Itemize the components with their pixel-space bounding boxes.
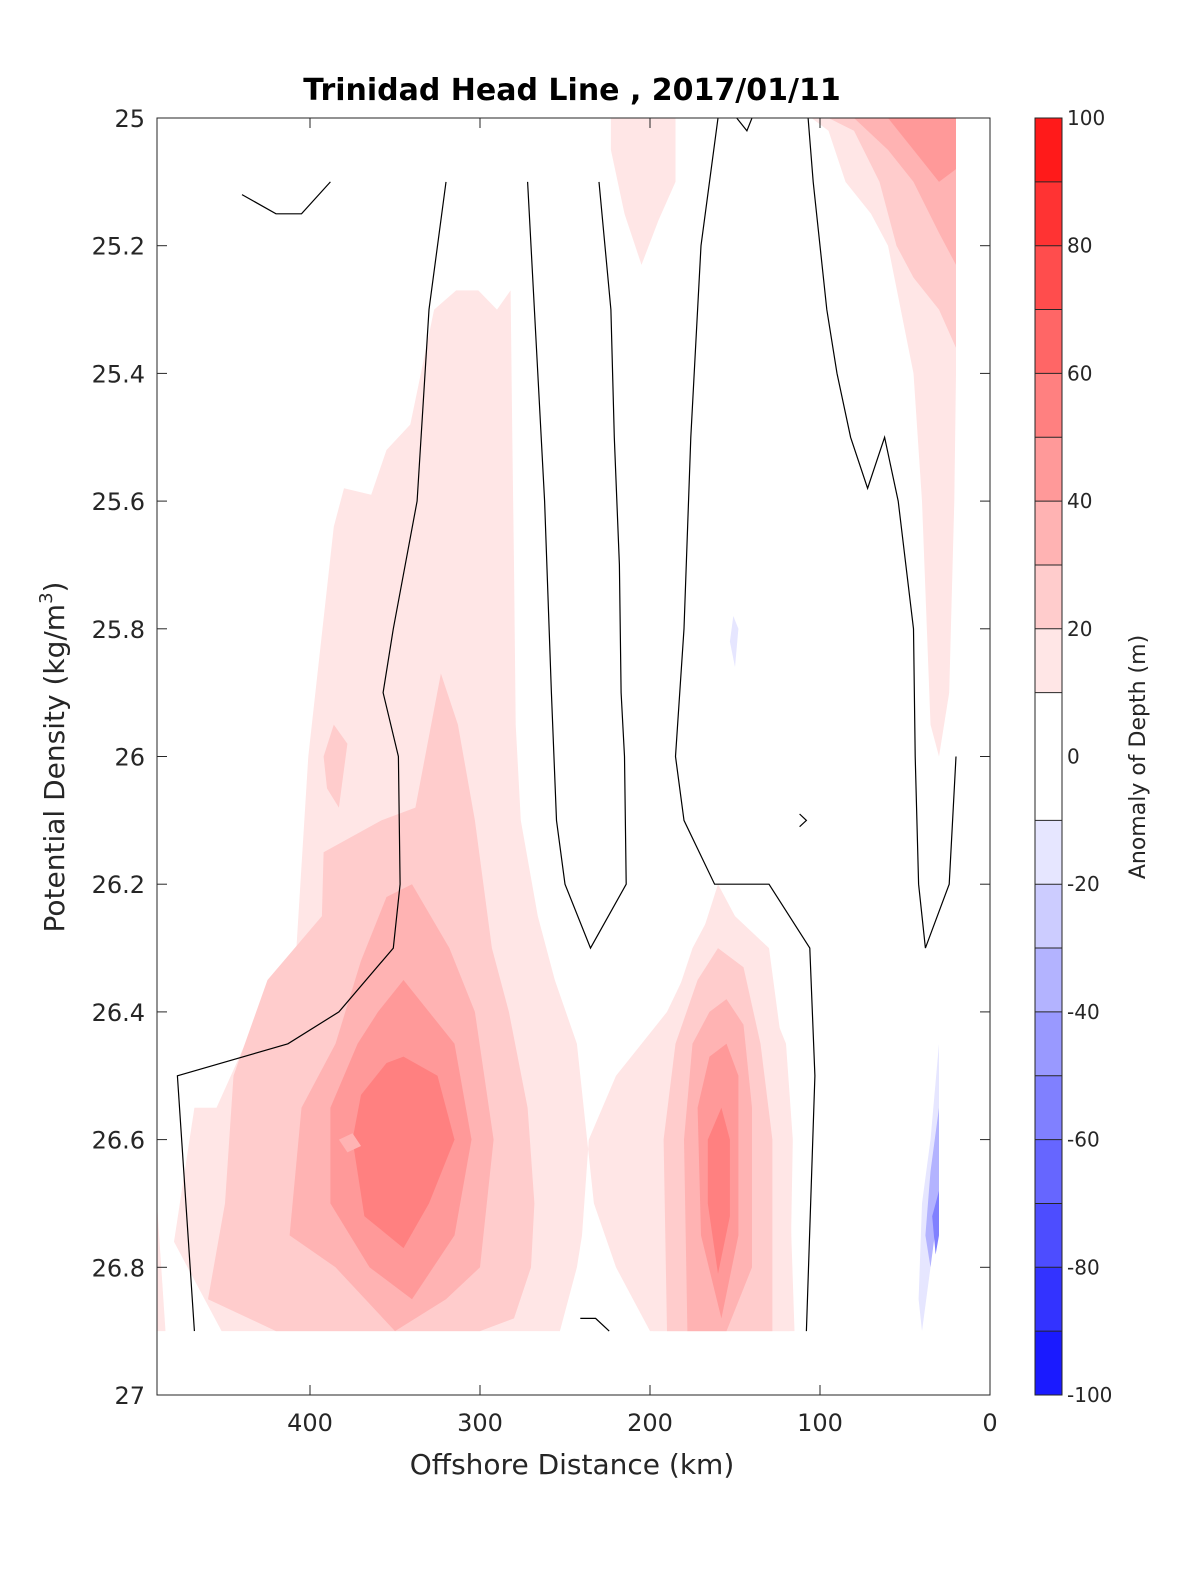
anomaly-region xyxy=(729,616,739,668)
anomaly-region xyxy=(918,1043,939,1332)
y-axis-label-close: ) xyxy=(38,582,71,593)
colorbar-segment xyxy=(1035,1075,1062,1140)
zero-contour-line xyxy=(527,181,627,950)
colorbar-segment xyxy=(1035,437,1062,502)
colorbar-segment xyxy=(1035,501,1062,565)
zero-contour-line xyxy=(241,181,331,215)
colorbar-segment xyxy=(1035,564,1062,629)
y-tick-label: 25.2 xyxy=(92,233,145,261)
colorbar-tick-label: 80 xyxy=(1067,234,1092,258)
zero-contour-line xyxy=(674,118,816,1332)
y-tick-label: 26.4 xyxy=(92,999,145,1027)
colorbar-tick-label: -80 xyxy=(1067,1255,1100,1279)
anomaly-region xyxy=(610,118,676,265)
colorbar-segment xyxy=(1035,118,1062,182)
colorbar-segment xyxy=(1035,1331,1062,1395)
colorbar-segment xyxy=(1035,1011,1062,1076)
colorbar-tick-label: 100 xyxy=(1067,106,1105,130)
x-axis: 400 300 200 100 0 xyxy=(287,118,998,1437)
colorbar-tick-label: 40 xyxy=(1067,489,1092,513)
y-axis-label-sup: 3 xyxy=(36,592,57,603)
colorbar-segment xyxy=(1035,884,1062,949)
colorbar-tick-label: 60 xyxy=(1067,361,1092,385)
colorbar-segment xyxy=(1035,181,1062,246)
anomaly-regions xyxy=(157,118,956,1332)
colorbar-tick-label: -60 xyxy=(1067,1128,1100,1152)
anomaly-region xyxy=(323,724,348,808)
y-tick-label: 27 xyxy=(114,1382,145,1410)
anomaly-region xyxy=(707,1107,730,1274)
zero-contour-line xyxy=(807,118,957,949)
anomaly-region xyxy=(177,839,234,961)
colorbar-segment xyxy=(1035,309,1062,374)
colorbar: 100 80 60 40 20 0 -20 -40 -60 -80 -100 xyxy=(1034,106,1112,1407)
y-tick-label: 26.8 xyxy=(92,1254,145,1282)
anomaly-region xyxy=(888,118,956,182)
anomaly-region xyxy=(352,1056,455,1249)
y-axis-label: Potential Density (kg/m3) xyxy=(36,582,71,933)
y-tick-label: 26.2 xyxy=(92,871,145,899)
colorbar-segment xyxy=(1035,948,1062,1012)
anomaly-region xyxy=(701,232,778,821)
x-tick-label: 400 xyxy=(287,1409,333,1437)
anomaly-region xyxy=(338,1133,361,1153)
colorbar-frame xyxy=(1034,117,1063,1396)
y-tick-label: 25.6 xyxy=(92,488,145,516)
anomaly-region xyxy=(293,181,307,208)
x-tick-label: 100 xyxy=(797,1409,843,1437)
zero-contour-line xyxy=(580,1317,610,1332)
colorbar-segment xyxy=(1035,245,1062,310)
zero-contour-line xyxy=(176,181,447,1332)
y-tick-label: 25.8 xyxy=(92,616,145,644)
y-tick-label: 26 xyxy=(114,744,145,772)
colorbar-tick-label: 20 xyxy=(1067,617,1092,641)
colorbar-segment xyxy=(1035,1203,1062,1268)
colorbar-segment xyxy=(1035,373,1062,438)
y-tick-label: 25.4 xyxy=(92,360,145,388)
colorbar-tick-label: -40 xyxy=(1067,1000,1100,1024)
colorbar-segment xyxy=(1035,820,1062,885)
x-tick-label: 300 xyxy=(457,1409,503,1437)
chart-title: Trinidad Head Line , 2017/01/11 xyxy=(303,73,840,108)
y-tick-label: 26.6 xyxy=(92,1127,145,1155)
zero-contours xyxy=(176,118,957,1332)
colorbar-tick-label: -100 xyxy=(1067,1383,1112,1407)
colorbar-segment xyxy=(1035,628,1062,693)
x-tick-label: 0 xyxy=(982,1409,997,1437)
x-tick-label: 200 xyxy=(627,1409,673,1437)
colorbar-label: Anomaly of Depth (m) xyxy=(1126,635,1151,879)
colorbar-tick-label: 0 xyxy=(1067,745,1080,769)
colorbar-segment xyxy=(1035,1139,1062,1204)
x-axis-label: Offshore Distance (km) xyxy=(410,1448,735,1481)
y-axis: 25 25.2 25.4 25.6 25.8 26 26.2 26.4 26.6 26.8 27 xyxy=(92,105,990,1410)
zero-contour-line xyxy=(799,813,808,828)
colorbar-segment xyxy=(1035,1267,1062,1332)
anomaly-region xyxy=(831,845,858,917)
colorbar-segment xyxy=(1035,692,1062,821)
anomaly-region xyxy=(539,181,574,233)
anomaly-region xyxy=(932,1190,939,1255)
y-axis-label-base: Potential Density (kg/m xyxy=(38,604,71,933)
colorbar-tick-label: -20 xyxy=(1067,872,1100,896)
anomaly-region xyxy=(157,194,178,246)
zero-contour-line xyxy=(736,118,753,132)
anomaly-region xyxy=(820,967,939,1332)
y-tick-label: 25 xyxy=(114,105,145,133)
